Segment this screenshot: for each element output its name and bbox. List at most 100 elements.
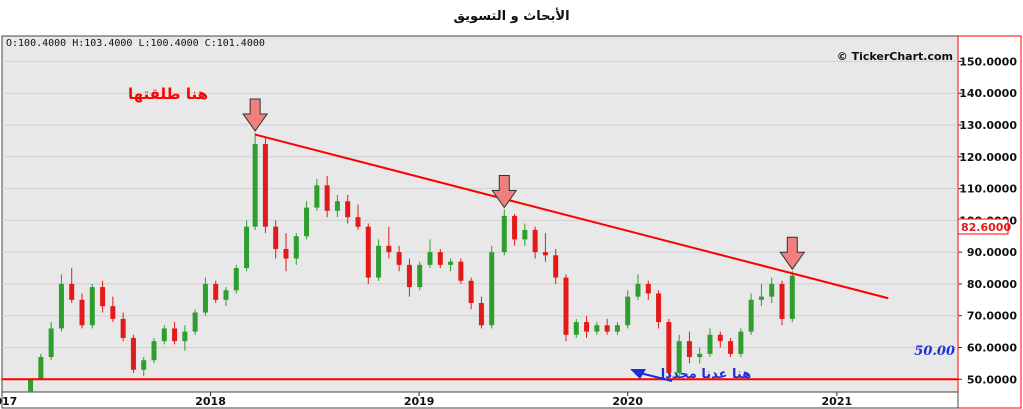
candle [594, 322, 600, 335]
candle-body [769, 283, 775, 297]
y-tick-label: 50.0000 [967, 373, 1017, 386]
candle-body [437, 252, 443, 265]
candle [635, 274, 641, 300]
candle-body [427, 252, 433, 265]
y-tick-label: 70.0000 [967, 310, 1017, 323]
candle-body [697, 353, 703, 358]
candle [789, 271, 795, 323]
candle-body [758, 296, 764, 300]
candle [553, 248, 559, 284]
candle [542, 233, 548, 262]
candle [717, 331, 723, 348]
candle-body [365, 226, 371, 278]
candle [779, 280, 785, 326]
candle [28, 379, 34, 392]
y-tick-label: 150.0000 [959, 55, 1017, 68]
candle [437, 248, 443, 269]
candle [69, 268, 75, 303]
candle-body [334, 201, 340, 211]
x-tick-label: 2021 [822, 395, 853, 408]
candle [417, 261, 423, 291]
candle [522, 223, 528, 246]
svg-text:82.6000: 82.6000 [961, 221, 1011, 234]
support-label: 50.00 [914, 344, 955, 359]
candle [161, 325, 167, 345]
candle-body [233, 268, 239, 291]
candle-body [324, 185, 330, 211]
candle [614, 322, 620, 335]
x-tick-label: 2017 [0, 395, 17, 408]
left-arrow-icon [630, 369, 673, 382]
candle-body [69, 283, 75, 300]
candle [758, 283, 764, 307]
candle [512, 214, 518, 246]
candle-body [100, 287, 106, 307]
candle-body [406, 264, 412, 288]
candle [273, 220, 279, 259]
y-tick-label: 90.0000 [967, 246, 1017, 259]
candle-body [89, 287, 95, 326]
x-tick-label: 2020 [612, 395, 643, 408]
candle-body [563, 277, 569, 335]
candle [38, 353, 44, 380]
candle [584, 315, 590, 338]
candle-body [458, 261, 464, 281]
candle [202, 277, 208, 316]
y-tick-label: 60.0000 [967, 342, 1017, 355]
candle-body [625, 296, 631, 326]
candle-body [244, 226, 250, 269]
candle-body [728, 341, 734, 354]
down-arrow-icon [242, 98, 269, 132]
candle-body [645, 283, 651, 294]
candle [120, 312, 126, 342]
candle [365, 223, 371, 284]
candle-body [478, 303, 484, 326]
candle-body [151, 341, 157, 361]
candle-body [202, 283, 208, 313]
ohlc-readout: O:100.4000 H:103.4000 L:100.4000 C:101.4… [6, 38, 265, 49]
candle [182, 325, 188, 351]
candle [501, 209, 507, 256]
candle-body [110, 306, 116, 319]
candle-body [707, 334, 713, 354]
candle-body [635, 283, 641, 297]
candle [458, 258, 464, 284]
candle-body [396, 252, 402, 265]
candle-body [386, 245, 392, 253]
candle [334, 194, 340, 218]
candle [79, 293, 85, 329]
candle [293, 233, 299, 265]
candle-body [252, 144, 258, 227]
x-tick-label: 2018 [195, 395, 226, 408]
candle-body [748, 299, 754, 332]
candle-body [553, 255, 559, 278]
candle-body [512, 215, 518, 240]
candle-body [293, 236, 299, 259]
x-tick-label: 2019 [404, 395, 435, 408]
candle [478, 296, 484, 329]
candle-body [448, 261, 454, 265]
candle-body [213, 283, 219, 300]
candle [244, 220, 250, 272]
candle [110, 296, 116, 323]
candle [728, 337, 734, 358]
y-tick-label: 130.0000 [959, 119, 1017, 132]
candle-body [676, 341, 682, 373]
candle [427, 239, 433, 269]
candle-body [283, 248, 289, 259]
candle [314, 179, 320, 211]
candle [304, 201, 310, 240]
annotation-bottom: هنا عدنا مجددا [661, 367, 751, 382]
candle [448, 258, 454, 272]
candle-body [717, 334, 723, 342]
candle-body [779, 283, 785, 319]
candle-body [594, 325, 600, 332]
candle [386, 226, 392, 259]
candle-body [573, 322, 579, 335]
candle [233, 264, 239, 294]
candle-body [79, 299, 85, 326]
candle-body [262, 144, 268, 227]
candle-body [738, 331, 744, 354]
candle [151, 337, 157, 364]
